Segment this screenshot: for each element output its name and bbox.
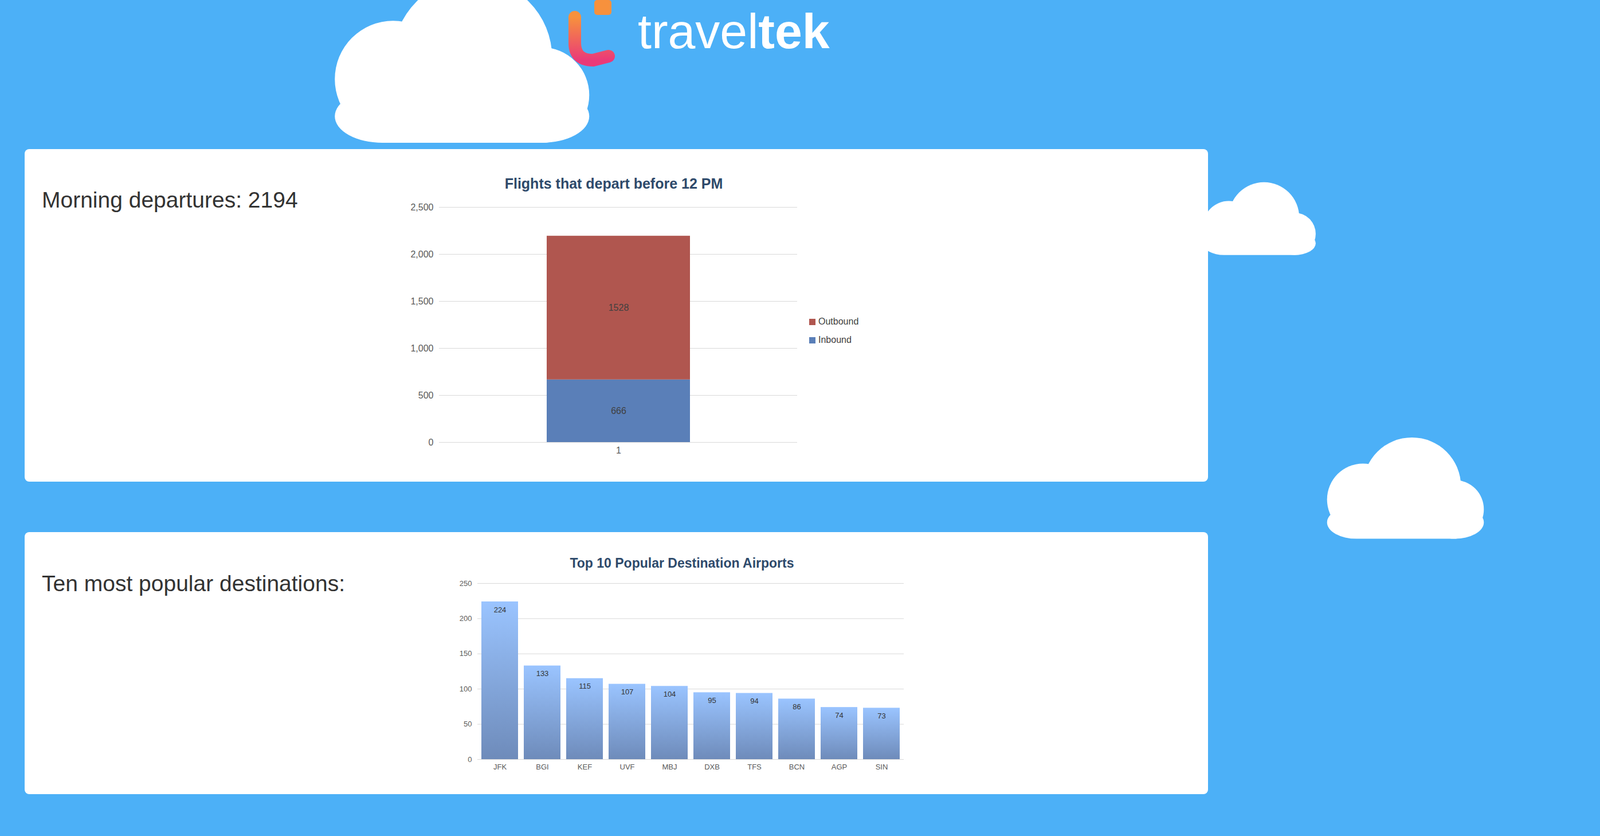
svg-text:AGP: AGP bbox=[831, 762, 847, 771]
svg-text:224: 224 bbox=[493, 605, 507, 614]
svg-text:73: 73 bbox=[877, 711, 886, 720]
svg-text:115: 115 bbox=[578, 681, 591, 690]
svg-text:74: 74 bbox=[834, 710, 843, 720]
html-text:Outbound: Outbound bbox=[818, 316, 859, 327]
svg-text:100: 100 bbox=[459, 684, 473, 693]
svg-text:MBJ: MBJ bbox=[662, 762, 678, 771]
svg-text:SIN: SIN bbox=[875, 762, 889, 771]
html-text:Inbound: Inbound bbox=[818, 334, 852, 345]
svg-text:95: 95 bbox=[707, 695, 716, 705]
svg-text:0: 0 bbox=[467, 754, 472, 764]
svg-text:TFS: TFS bbox=[747, 762, 762, 771]
svg-text:133: 133 bbox=[536, 668, 549, 678]
svg-text:DXB: DXB bbox=[704, 762, 720, 771]
svg-text:0: 0 bbox=[428, 437, 434, 447]
svg-text:KEF: KEF bbox=[577, 762, 592, 771]
svg-text:JFK: JFK bbox=[493, 762, 507, 771]
svg-text:150: 150 bbox=[459, 648, 473, 658]
svg-text:107: 107 bbox=[621, 687, 634, 696]
html-text:Flights that depart before 12: Flights that depart before 12 PM bbox=[504, 175, 723, 192]
svg-text:200: 200 bbox=[459, 613, 473, 623]
svg-text:86: 86 bbox=[792, 702, 801, 711]
svg-text:traveltek: traveltek bbox=[637, 3, 830, 59]
svg-text:2,000: 2,000 bbox=[410, 249, 434, 260]
svg-text:1,000: 1,000 bbox=[410, 343, 434, 354]
svg-text:2,500: 2,500 bbox=[410, 202, 434, 213]
svg-text:104: 104 bbox=[663, 689, 677, 698]
svg-text:UVF: UVF bbox=[620, 762, 635, 771]
html-text:Top 10 Popular Destination Air: Top 10 Popular Destination Airports bbox=[569, 555, 794, 571]
svg-text:1,500: 1,500 bbox=[410, 296, 434, 307]
html-text:Morning departures: 2194: Morning departures: 2194 bbox=[41, 187, 298, 213]
svg-text:BCN: BCN bbox=[789, 762, 805, 771]
svg-text:50: 50 bbox=[463, 719, 472, 728]
svg-text:500: 500 bbox=[418, 390, 434, 400]
svg-text:1: 1 bbox=[616, 445, 622, 456]
svg-text:94: 94 bbox=[750, 696, 759, 705]
svg-text:1528: 1528 bbox=[608, 302, 630, 313]
svg-text:666: 666 bbox=[610, 405, 627, 416]
svg-text:BGI: BGI bbox=[535, 762, 549, 771]
html-text:Ten most popular destinations:: Ten most popular destinations: bbox=[41, 570, 345, 596]
svg-text:250: 250 bbox=[459, 578, 473, 588]
